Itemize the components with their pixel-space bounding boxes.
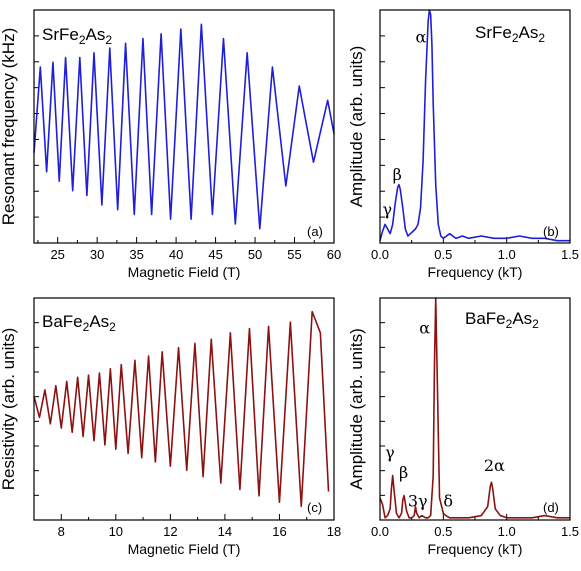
sample-subscript: 2 xyxy=(109,320,116,334)
peak-annotation: γ xyxy=(385,443,395,462)
sample-subscript: 2 xyxy=(105,33,112,47)
x-axis-label: Magnetic Field (T) xyxy=(128,541,241,557)
sample-label: SrFe2As2 xyxy=(42,25,112,47)
x-tick-label: 0.0 xyxy=(371,247,389,262)
sample-label: BaFe2As2 xyxy=(42,312,116,334)
panel-c: 8 10 12 14 16 18 Magnetic Field (T) Resistivity… xyxy=(0,297,341,557)
sample-label: BaFe2As2 xyxy=(465,309,539,331)
peak-annotation: α xyxy=(419,319,430,338)
peak-annotation: 2α xyxy=(484,456,505,475)
sample-subscript: 2 xyxy=(532,317,539,331)
plot-frame xyxy=(379,9,571,244)
x-tick-label: 0.5 xyxy=(434,247,452,262)
panel-label: (d) xyxy=(543,500,559,515)
x-tick-label: 0.0 xyxy=(371,524,389,539)
sample-text: BaFe xyxy=(42,312,83,331)
sample-text: As xyxy=(519,23,539,42)
x-tick-label: 30 xyxy=(90,247,104,262)
x-tick-label: 45 xyxy=(208,247,222,262)
x-axis-label: Magnetic Field (T) xyxy=(128,264,241,280)
sample-subscript: 2 xyxy=(538,31,545,45)
series-line xyxy=(379,9,570,242)
sample-text: BaFe xyxy=(465,309,506,328)
x-tick-label: 50 xyxy=(248,247,262,262)
x-tick-label: 8 xyxy=(58,524,65,539)
x-tick-label: 35 xyxy=(129,247,143,262)
x-tick-label: 0.5 xyxy=(434,524,452,539)
x-tick-label: 18 xyxy=(327,524,341,539)
peak-annotation: δ xyxy=(443,492,453,511)
x-axis-label: Frequency (kT) xyxy=(428,541,523,557)
plot-frame xyxy=(33,297,335,521)
x-tick-label: 1.5 xyxy=(561,524,579,539)
sample-label: SrFe2As2 xyxy=(475,23,545,45)
sample-text: As xyxy=(89,312,109,331)
y-axis-label: Resistivity (arb. units) xyxy=(0,328,18,490)
peak-annotation: β xyxy=(399,463,408,482)
panel-label: (a) xyxy=(307,224,323,239)
x-tick-label: 60 xyxy=(327,247,341,262)
x-tick-label: 25 xyxy=(50,247,64,262)
x-tick-label: 12 xyxy=(163,524,177,539)
panel-label: (c) xyxy=(307,500,322,515)
sample-text: As xyxy=(512,309,532,328)
peak-annotation: γ xyxy=(383,200,393,219)
peak-annotation: 3γ xyxy=(408,492,428,511)
x-axis-label: Frequency (kT) xyxy=(428,264,523,280)
series-line xyxy=(379,297,570,519)
plot-frame xyxy=(379,297,571,521)
y-axis-label: Resonant frequency (kHz) xyxy=(0,28,18,225)
x-tick-label: 10 xyxy=(109,524,123,539)
x-tick-label: 1.0 xyxy=(498,524,516,539)
sample-text: SrFe xyxy=(42,25,79,44)
panel-d: 0.0 0.5 1.0 1.5 Frequency (kT) Amplitude (arb… xyxy=(347,297,579,557)
x-tick-label: 16 xyxy=(272,524,286,539)
series-line xyxy=(33,23,335,230)
peak-annotation: β xyxy=(393,165,402,184)
sample-text: As xyxy=(86,25,106,44)
y-axis-label: Amplitude (arb. units) xyxy=(347,46,366,208)
panel-label: (b) xyxy=(543,224,559,239)
x-tick-label: 55 xyxy=(287,247,301,262)
sample-subscript: 2 xyxy=(512,31,519,45)
sample-subscript: 2 xyxy=(79,33,86,47)
panel-b: 0.0 0.5 1.0 1.5 Frequency (kT) Amplitude (arb… xyxy=(347,9,579,280)
sample-text: SrFe xyxy=(475,23,512,42)
peak-annotation: α xyxy=(415,28,426,47)
panel-a: 25 30 35 40 45 50 55 60 Magnetic Field (T) Resona… xyxy=(0,9,341,280)
y-axis-label: Amplitude (arb. units) xyxy=(347,328,366,490)
sample-subscript: 2 xyxy=(83,320,90,334)
series-line xyxy=(33,310,330,508)
x-tick-label: 14 xyxy=(218,524,232,539)
x-tick-label: 1.0 xyxy=(498,247,516,262)
plot-frame xyxy=(33,9,335,244)
x-tick-label: 1.5 xyxy=(561,247,579,262)
sample-subscript: 2 xyxy=(506,317,513,331)
x-tick-label: 40 xyxy=(169,247,183,262)
